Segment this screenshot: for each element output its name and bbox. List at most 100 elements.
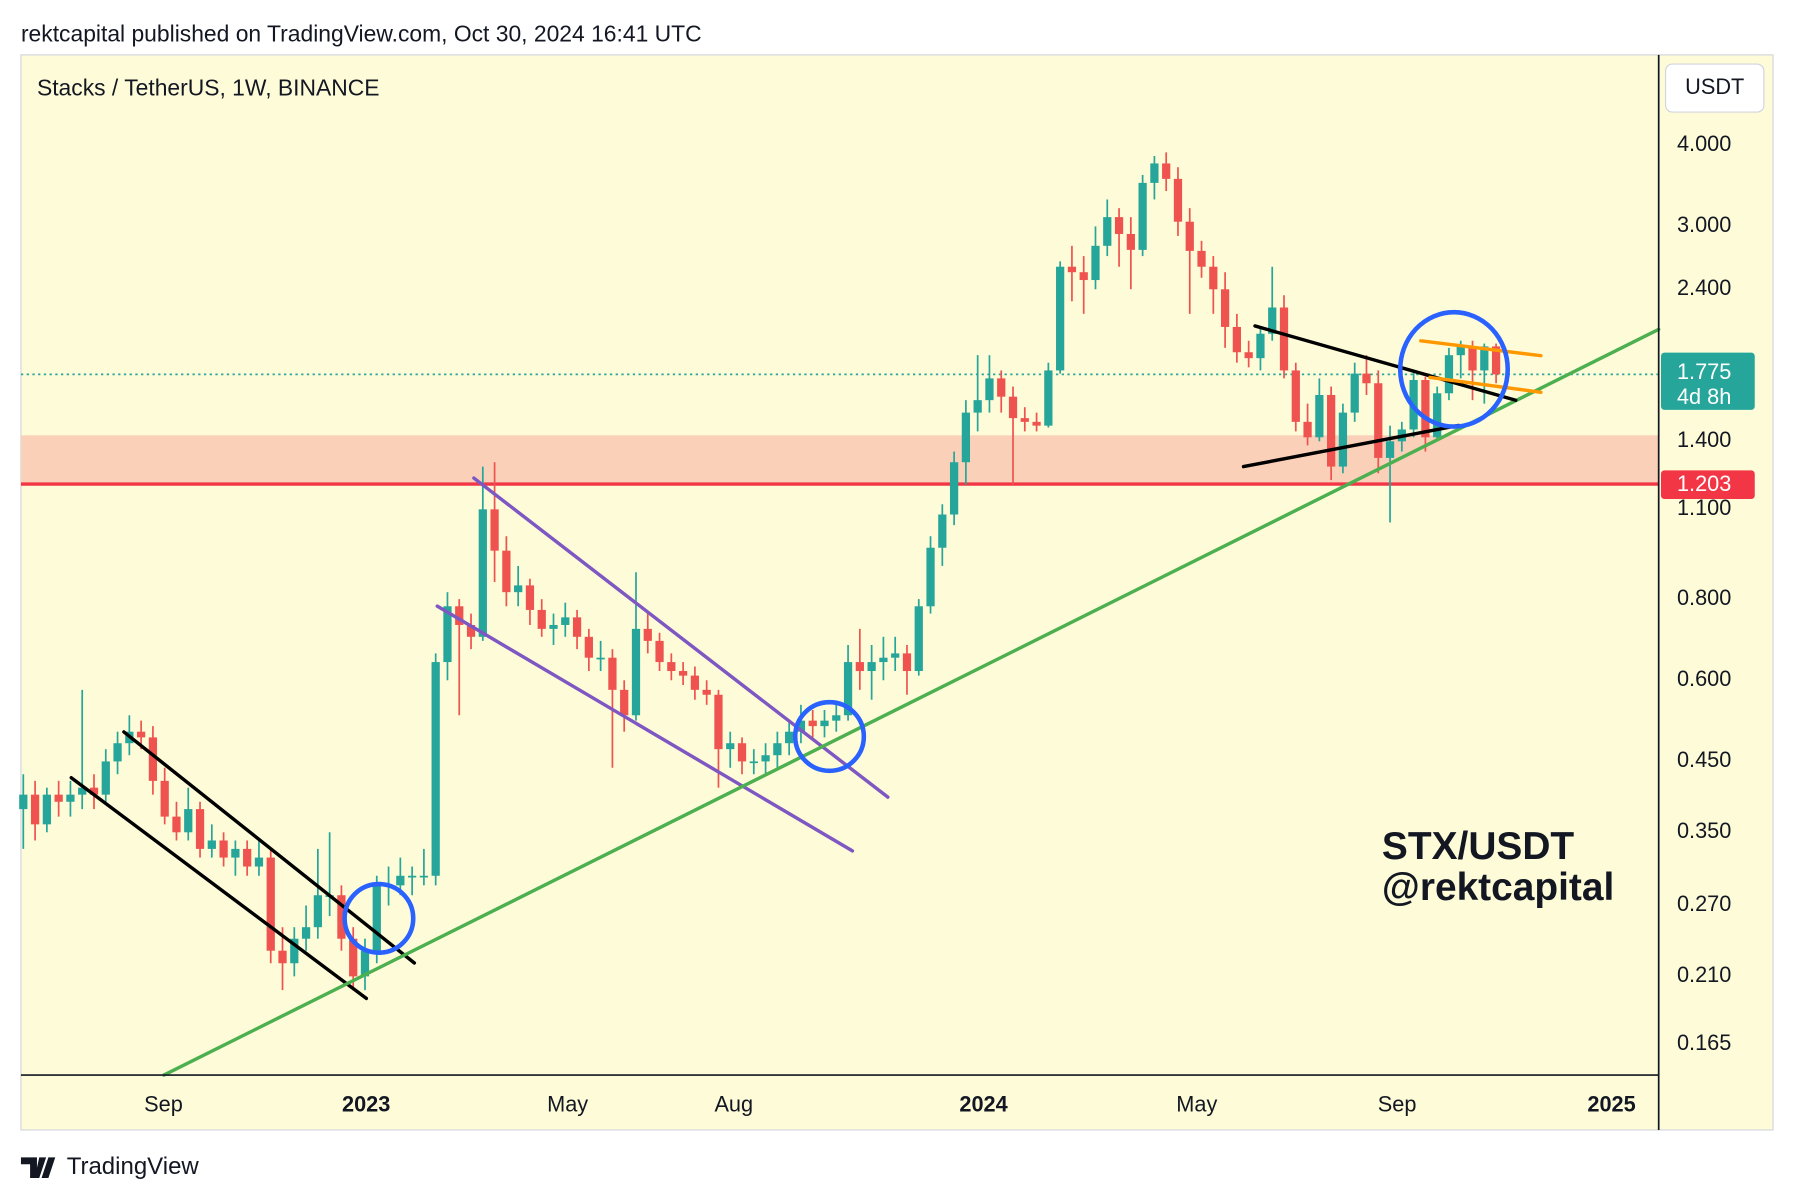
drawings <box>69 309 1661 1077</box>
candle-body <box>1103 217 1112 246</box>
y-tick-label: 0.350 <box>1677 818 1731 843</box>
candle-body <box>30 794 40 825</box>
plot-area <box>19 152 1659 991</box>
candle-body <box>1350 373 1359 413</box>
candle-body <box>502 550 511 593</box>
candle-body <box>1044 370 1053 426</box>
candle-body <box>1385 441 1395 458</box>
candle-body <box>608 657 617 690</box>
trend-line <box>472 476 890 799</box>
countdown-label: 4d 8h <box>1677 384 1731 409</box>
publish-header: rektcapital published on TradingView.com… <box>21 21 702 47</box>
y-tick-label: 2.400 <box>1677 275 1731 300</box>
x-tick-label: Sep <box>144 1092 183 1117</box>
candle-body <box>466 624 476 637</box>
candle-body <box>1197 250 1206 267</box>
candle-body <box>926 547 935 607</box>
candle-body <box>561 617 570 625</box>
x-tick-label: Sep <box>1378 1092 1417 1117</box>
candle-body <box>407 875 417 878</box>
candle-body <box>431 662 440 876</box>
candle-body <box>148 737 158 781</box>
candle-body <box>278 950 287 964</box>
chart-frame <box>20 54 1774 1131</box>
candle-body <box>549 624 558 629</box>
x-tick-label: May <box>1176 1092 1217 1117</box>
y-tick-label: 0.270 <box>1677 891 1731 916</box>
candle-body <box>879 657 888 663</box>
candle-body <box>478 509 487 637</box>
candle-body <box>514 585 523 593</box>
candle-body <box>184 809 193 833</box>
y-tick-label: 0.450 <box>1677 747 1731 772</box>
candle-body <box>1209 266 1218 290</box>
trend-line <box>162 327 1661 1077</box>
candle-body <box>1008 396 1018 419</box>
candle-body <box>891 653 900 658</box>
y-tick-label: 4.000 <box>1677 131 1731 156</box>
candle-body <box>1032 421 1041 426</box>
candle-body <box>1162 163 1171 179</box>
candle-body <box>266 857 275 951</box>
candle-body <box>1150 163 1159 183</box>
candle-body <box>160 780 169 817</box>
support-zone <box>20 435 1659 485</box>
candle-body <box>443 606 452 663</box>
candle-body <box>1220 289 1230 327</box>
candle-body <box>773 743 782 756</box>
trend-line <box>1253 324 1518 403</box>
candle-body <box>643 628 652 641</box>
candle-body <box>843 662 853 716</box>
candle-body <box>820 720 829 727</box>
tradingview-logo: TradingView <box>20 1153 199 1180</box>
candle-body <box>537 609 546 629</box>
candle-body <box>1444 355 1454 394</box>
candle-body <box>113 743 122 762</box>
candle-body <box>1362 373 1371 384</box>
candle-body <box>1138 182 1147 250</box>
candle-body <box>714 694 723 750</box>
candle-body <box>525 585 535 610</box>
candle-body <box>1433 393 1442 438</box>
candle-body <box>419 875 429 878</box>
candle-body <box>1091 245 1100 281</box>
currency-button[interactable] <box>1664 63 1765 113</box>
candle-body <box>19 794 28 810</box>
candle-body <box>596 657 605 660</box>
trend-line <box>69 775 369 1001</box>
candle-body <box>1268 307 1277 334</box>
candle-body <box>1468 346 1477 371</box>
candle-body <box>1456 346 1465 356</box>
trend-line <box>1428 375 1543 394</box>
candle-body <box>1020 418 1029 422</box>
candle-body <box>796 720 806 732</box>
candle-body <box>66 794 75 802</box>
candle-body <box>1114 217 1124 234</box>
candle-body <box>231 848 240 858</box>
candle-body <box>1291 370 1300 422</box>
candle-body <box>1244 352 1253 359</box>
candle-body <box>219 840 228 858</box>
candle-body <box>1338 412 1348 467</box>
candle-body <box>195 809 205 849</box>
candle-body <box>678 671 688 676</box>
candle-body <box>1079 272 1088 281</box>
candle-body <box>914 606 923 672</box>
candle-body <box>1421 379 1430 438</box>
candle-body <box>1480 346 1489 371</box>
candle-body <box>726 743 735 750</box>
candle-body <box>690 675 700 690</box>
x-tick-label: 2025 <box>1587 1092 1635 1117</box>
candle-body <box>985 378 994 401</box>
candle-body <box>1232 326 1242 353</box>
y-tick-label: 3.000 <box>1677 212 1731 237</box>
candle-body <box>655 640 664 663</box>
y-tick-label: 0.210 <box>1677 962 1731 987</box>
candle-body <box>396 875 405 886</box>
candle-body <box>749 761 758 764</box>
candle-body <box>1303 421 1312 438</box>
candle-body <box>254 857 264 867</box>
highlight-circle <box>342 881 416 955</box>
candle-body <box>997 378 1006 397</box>
